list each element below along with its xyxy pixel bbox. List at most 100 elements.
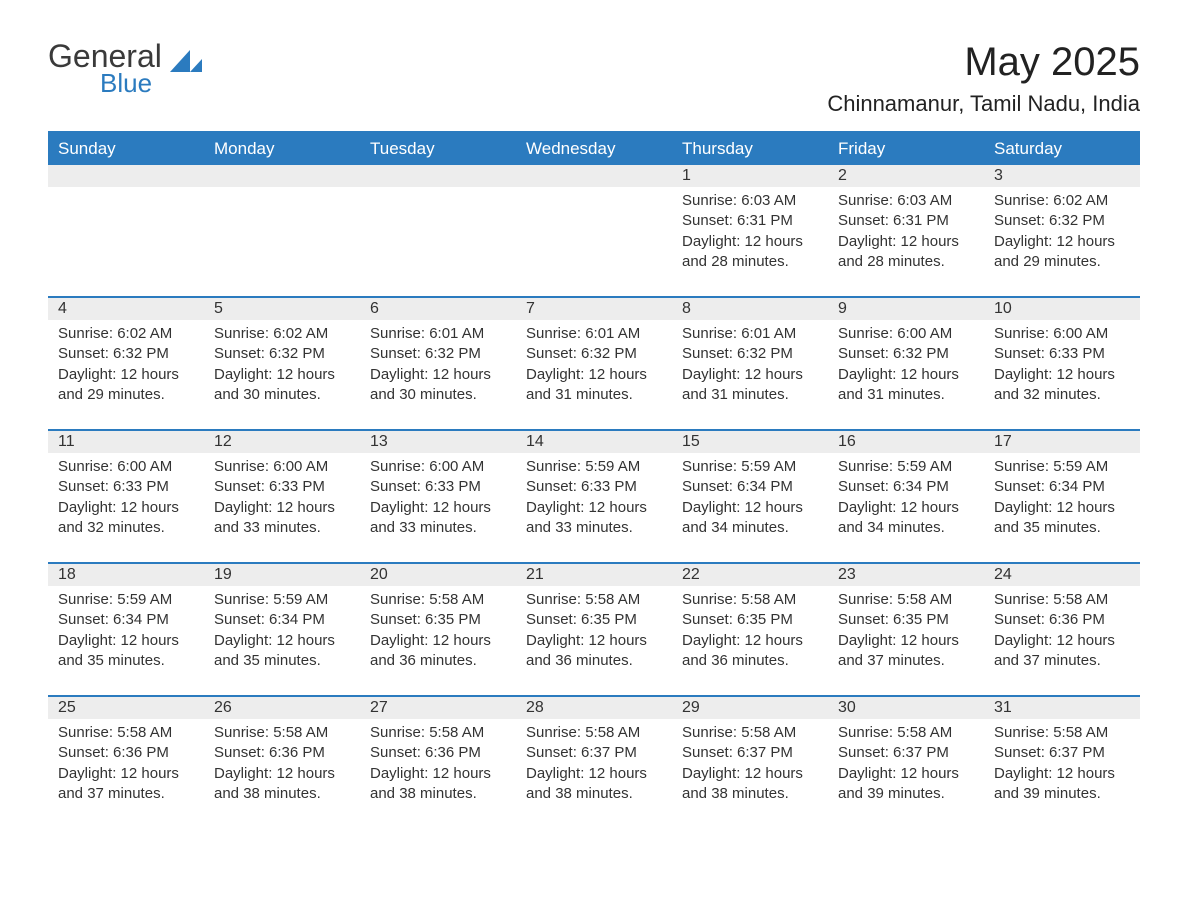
day-info: Sunrise: 5:58 AMSunset: 6:37 PMDaylight:…	[828, 719, 984, 804]
sunset-text: Sunset: 6:36 PM	[370, 743, 506, 763]
sunrise-text: Sunrise: 5:58 AM	[526, 723, 662, 743]
location-text: Chinnamanur, Tamil Nadu, India	[827, 91, 1140, 117]
calendar-week: 18Sunrise: 5:59 AMSunset: 6:34 PMDayligh…	[48, 562, 1140, 695]
sunrise-text: Sunrise: 5:59 AM	[526, 457, 662, 477]
empty-cell	[204, 165, 360, 296]
logo: General Blue	[48, 40, 202, 96]
daylight-text: Daylight: 12 hours and 38 minutes.	[370, 764, 506, 805]
daylight-text: Daylight: 12 hours and 28 minutes.	[838, 232, 974, 273]
calendar-week: 1Sunrise: 6:03 AMSunset: 6:31 PMDaylight…	[48, 165, 1140, 296]
day-info: Sunrise: 6:02 AMSunset: 6:32 PMDaylight:…	[48, 320, 204, 405]
day-info: Sunrise: 6:03 AMSunset: 6:31 PMDaylight:…	[828, 187, 984, 272]
sunrise-text: Sunrise: 6:01 AM	[682, 324, 818, 344]
sunset-text: Sunset: 6:32 PM	[370, 344, 506, 364]
daylight-text: Daylight: 12 hours and 32 minutes.	[58, 498, 194, 539]
day-cell: 21Sunrise: 5:58 AMSunset: 6:35 PMDayligh…	[516, 564, 672, 695]
sunset-text: Sunset: 6:37 PM	[994, 743, 1130, 763]
day-cell: 13Sunrise: 6:00 AMSunset: 6:33 PMDayligh…	[360, 431, 516, 562]
sunrise-text: Sunrise: 5:59 AM	[682, 457, 818, 477]
sunset-text: Sunset: 6:32 PM	[214, 344, 350, 364]
daylight-text: Daylight: 12 hours and 38 minutes.	[526, 764, 662, 805]
sunrise-text: Sunrise: 6:00 AM	[58, 457, 194, 477]
day-number: 27	[360, 697, 516, 719]
sunrise-text: Sunrise: 5:59 AM	[58, 590, 194, 610]
day-cell: 18Sunrise: 5:59 AMSunset: 6:34 PMDayligh…	[48, 564, 204, 695]
sunset-text: Sunset: 6:31 PM	[838, 211, 974, 231]
sunset-text: Sunset: 6:33 PM	[994, 344, 1130, 364]
daylight-text: Daylight: 12 hours and 37 minutes.	[58, 764, 194, 805]
sunrise-text: Sunrise: 5:59 AM	[838, 457, 974, 477]
day-header: Monday	[204, 133, 360, 165]
day-info: Sunrise: 5:58 AMSunset: 6:35 PMDaylight:…	[672, 586, 828, 671]
sunrise-text: Sunrise: 6:00 AM	[214, 457, 350, 477]
calendar-week: 11Sunrise: 6:00 AMSunset: 6:33 PMDayligh…	[48, 429, 1140, 562]
daylight-text: Daylight: 12 hours and 37 minutes.	[994, 631, 1130, 672]
sunset-text: Sunset: 6:32 PM	[526, 344, 662, 364]
day-cell: 29Sunrise: 5:58 AMSunset: 6:37 PMDayligh…	[672, 697, 828, 828]
sunrise-text: Sunrise: 5:58 AM	[994, 723, 1130, 743]
sunset-text: Sunset: 6:33 PM	[58, 477, 194, 497]
sunrise-text: Sunrise: 6:03 AM	[838, 191, 974, 211]
day-cell: 9Sunrise: 6:00 AMSunset: 6:32 PMDaylight…	[828, 298, 984, 429]
sunset-text: Sunset: 6:35 PM	[370, 610, 506, 630]
day-info: Sunrise: 5:58 AMSunset: 6:35 PMDaylight:…	[828, 586, 984, 671]
day-info: Sunrise: 6:02 AMSunset: 6:32 PMDaylight:…	[984, 187, 1140, 272]
daylight-text: Daylight: 12 hours and 34 minutes.	[682, 498, 818, 539]
sunrise-text: Sunrise: 5:58 AM	[682, 590, 818, 610]
daylight-text: Daylight: 12 hours and 32 minutes.	[994, 365, 1130, 406]
daylight-text: Daylight: 12 hours and 29 minutes.	[994, 232, 1130, 273]
sunset-text: Sunset: 6:33 PM	[526, 477, 662, 497]
day-number: 19	[204, 564, 360, 586]
day-number: 17	[984, 431, 1140, 453]
sunrise-text: Sunrise: 5:58 AM	[214, 723, 350, 743]
day-number: 29	[672, 697, 828, 719]
day-info	[48, 187, 204, 267]
sunrise-text: Sunrise: 6:02 AM	[994, 191, 1130, 211]
sunset-text: Sunset: 6:35 PM	[838, 610, 974, 630]
day-cell: 24Sunrise: 5:58 AMSunset: 6:36 PMDayligh…	[984, 564, 1140, 695]
daylight-text: Daylight: 12 hours and 28 minutes.	[682, 232, 818, 273]
day-info: Sunrise: 6:01 AMSunset: 6:32 PMDaylight:…	[360, 320, 516, 405]
day-number: 31	[984, 697, 1140, 719]
daylight-text: Daylight: 12 hours and 30 minutes.	[370, 365, 506, 406]
day-number: 22	[672, 564, 828, 586]
month-title: May 2025	[827, 40, 1140, 85]
sunset-text: Sunset: 6:37 PM	[526, 743, 662, 763]
daylight-text: Daylight: 12 hours and 33 minutes.	[370, 498, 506, 539]
day-number: 14	[516, 431, 672, 453]
day-number: 11	[48, 431, 204, 453]
daylight-text: Daylight: 12 hours and 35 minutes.	[214, 631, 350, 672]
calendar-week: 25Sunrise: 5:58 AMSunset: 6:36 PMDayligh…	[48, 695, 1140, 828]
sunrise-text: Sunrise: 6:02 AM	[214, 324, 350, 344]
day-number: 15	[672, 431, 828, 453]
sunset-text: Sunset: 6:35 PM	[682, 610, 818, 630]
day-header: Friday	[828, 133, 984, 165]
day-number: 12	[204, 431, 360, 453]
sunrise-text: Sunrise: 5:58 AM	[370, 723, 506, 743]
day-info: Sunrise: 6:01 AMSunset: 6:32 PMDaylight:…	[672, 320, 828, 405]
sunset-text: Sunset: 6:31 PM	[682, 211, 818, 231]
day-number: 5	[204, 298, 360, 320]
calendar-header-row: SundayMondayTuesdayWednesdayThursdayFrid…	[48, 133, 1140, 165]
sunrise-text: Sunrise: 6:01 AM	[370, 324, 506, 344]
day-header: Saturday	[984, 133, 1140, 165]
day-info: Sunrise: 6:00 AMSunset: 6:33 PMDaylight:…	[984, 320, 1140, 405]
sunrise-text: Sunrise: 5:58 AM	[994, 590, 1130, 610]
day-number: 7	[516, 298, 672, 320]
day-info: Sunrise: 5:58 AMSunset: 6:37 PMDaylight:…	[672, 719, 828, 804]
calendar-week: 4Sunrise: 6:02 AMSunset: 6:32 PMDaylight…	[48, 296, 1140, 429]
sunset-text: Sunset: 6:37 PM	[682, 743, 818, 763]
day-header: Thursday	[672, 133, 828, 165]
daylight-text: Daylight: 12 hours and 38 minutes.	[682, 764, 818, 805]
daylight-text: Daylight: 12 hours and 39 minutes.	[994, 764, 1130, 805]
sunrise-text: Sunrise: 5:59 AM	[994, 457, 1130, 477]
title-block: May 2025 Chinnamanur, Tamil Nadu, India	[827, 40, 1140, 117]
day-info: Sunrise: 6:00 AMSunset: 6:33 PMDaylight:…	[360, 453, 516, 538]
daylight-text: Daylight: 12 hours and 35 minutes.	[58, 631, 194, 672]
sunset-text: Sunset: 6:34 PM	[58, 610, 194, 630]
day-number: 13	[360, 431, 516, 453]
empty-cell	[48, 165, 204, 296]
day-info	[204, 187, 360, 267]
day-number	[516, 165, 672, 187]
sunset-text: Sunset: 6:34 PM	[994, 477, 1130, 497]
